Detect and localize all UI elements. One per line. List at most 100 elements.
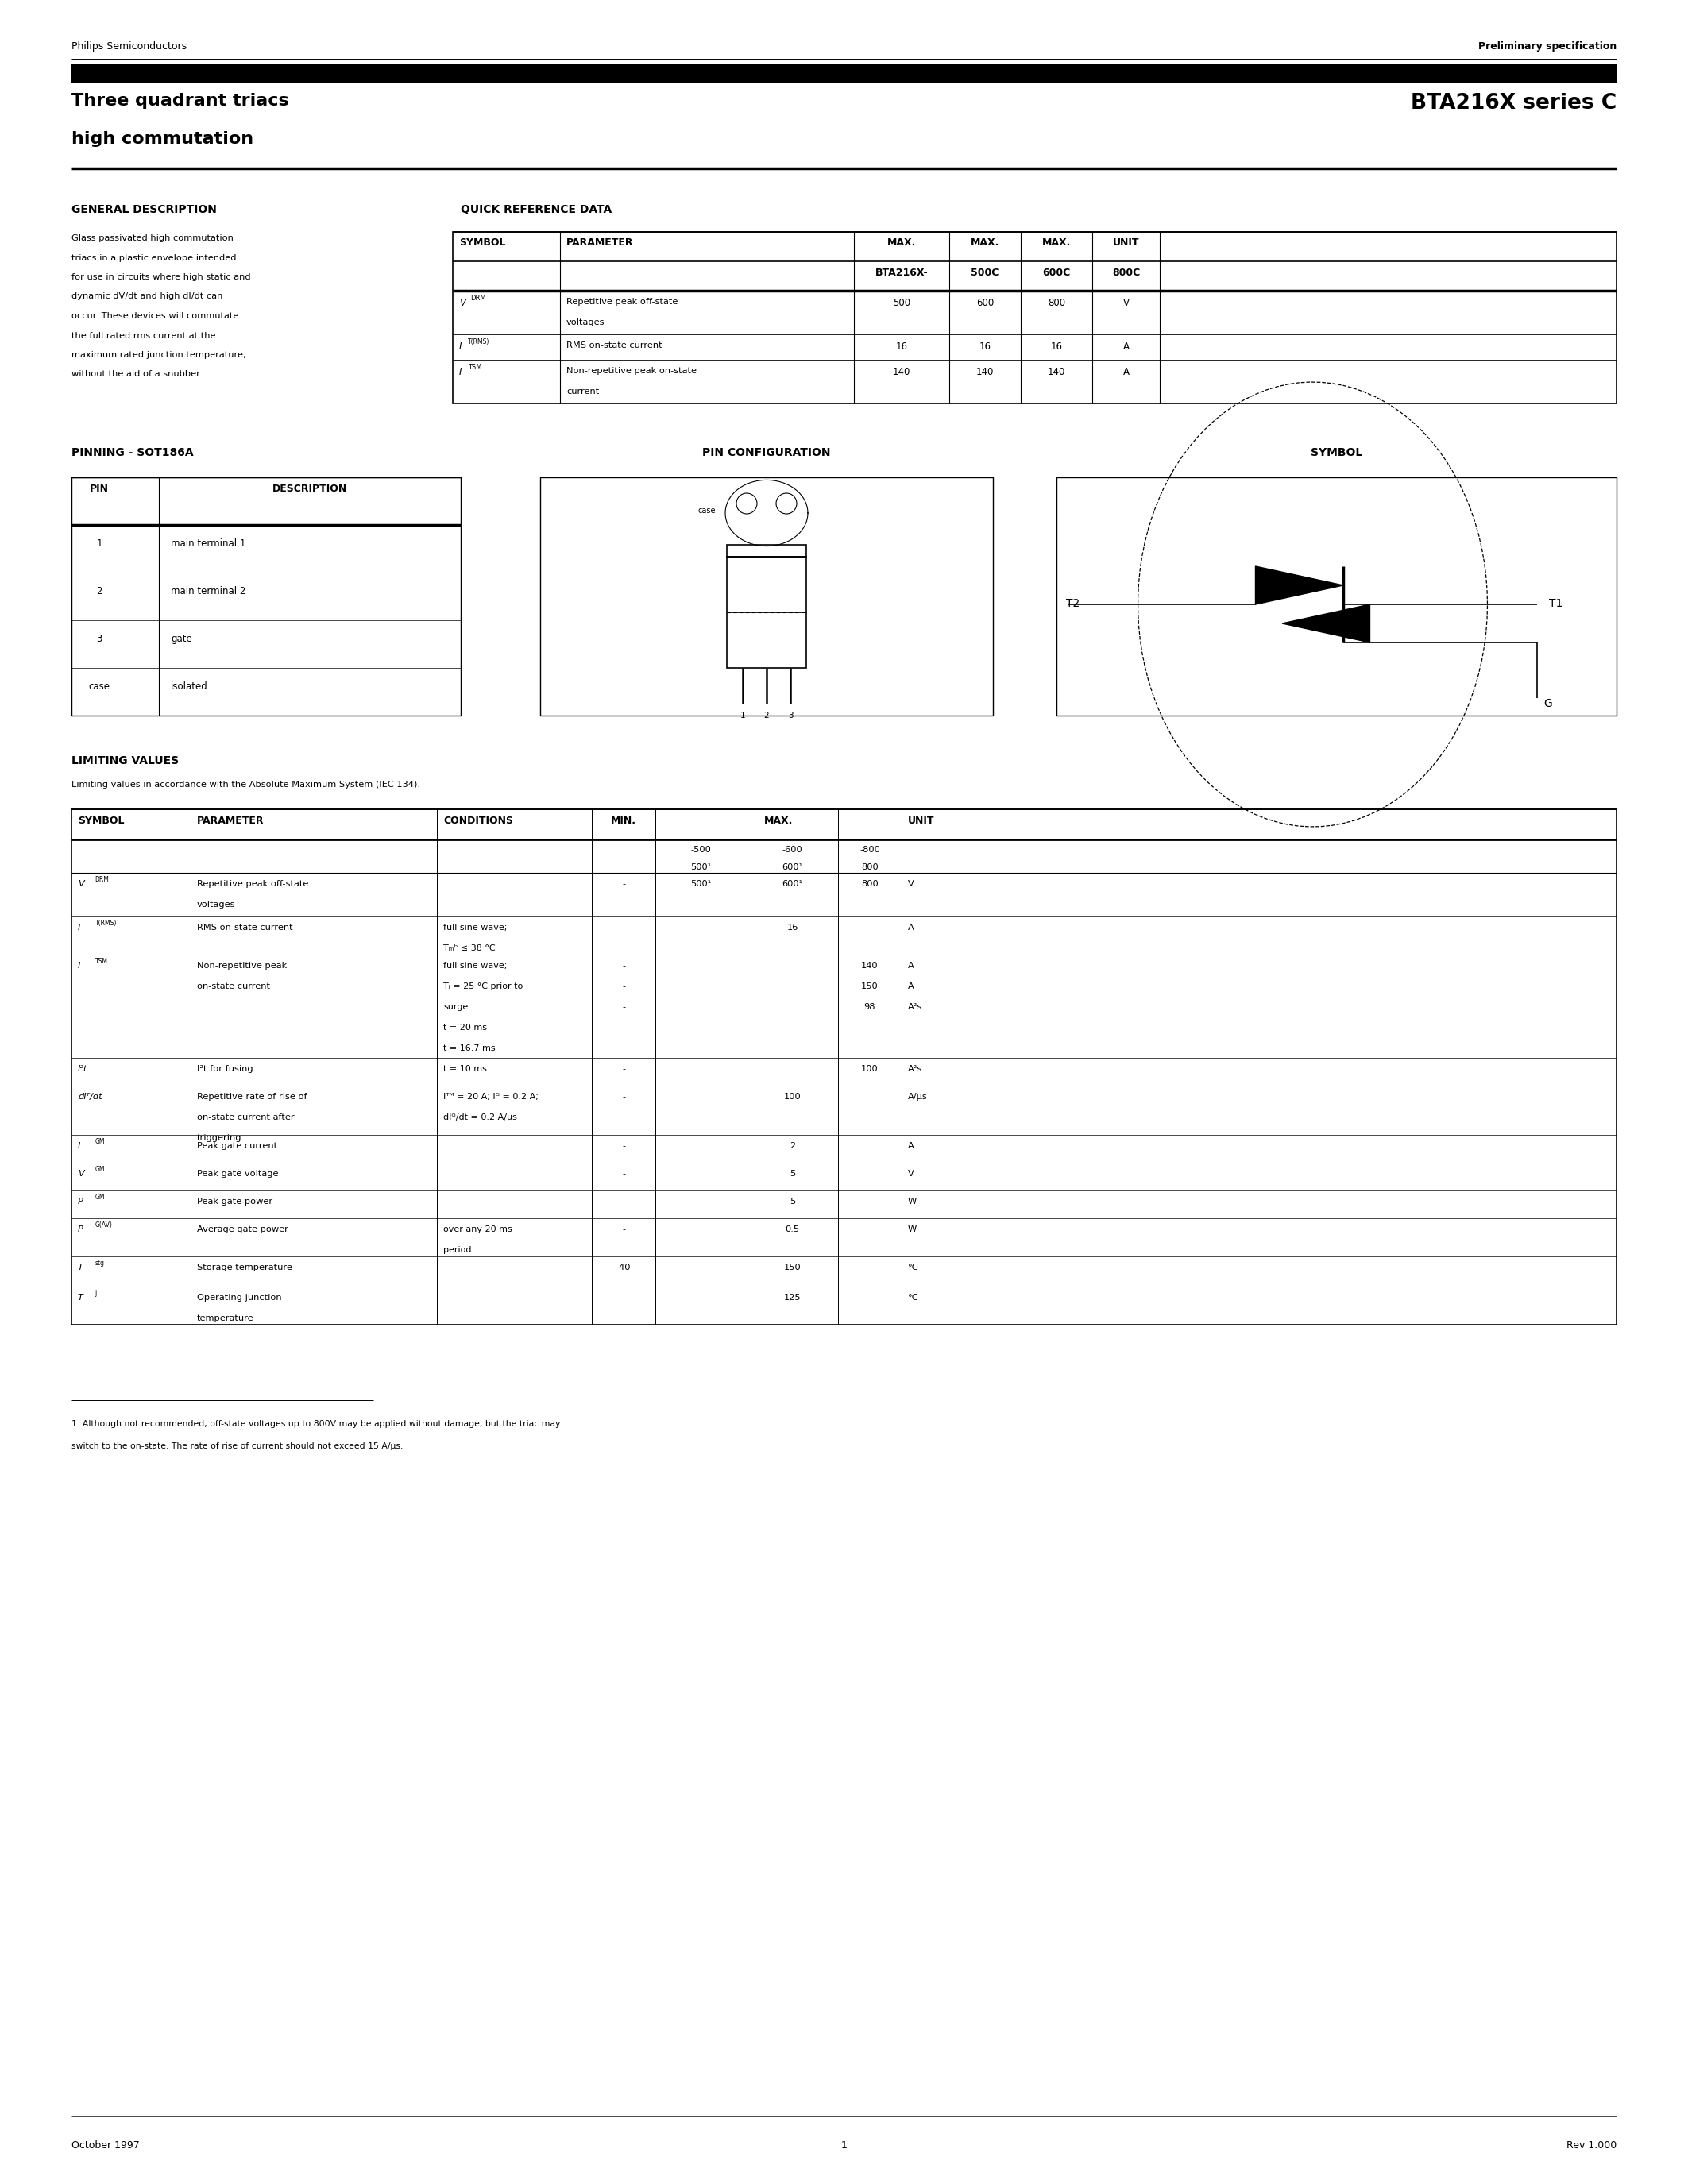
Text: 600C: 600C (1043, 269, 1070, 277)
Text: 5: 5 (790, 1171, 795, 1177)
Text: T: T (78, 1265, 83, 1271)
Text: -: - (621, 1225, 625, 1234)
Bar (71, 810, 1617, 1326)
Text: on-state current after: on-state current after (197, 1114, 294, 1120)
Text: 1: 1 (739, 712, 746, 719)
Text: 1: 1 (841, 2140, 847, 2151)
Text: 16: 16 (979, 341, 991, 352)
Text: A/μs: A/μs (908, 1092, 928, 1101)
Text: 3: 3 (788, 712, 793, 719)
Text: isolated: isolated (170, 681, 208, 692)
Text: t = 16.7 ms: t = 16.7 ms (444, 1044, 495, 1053)
Text: -: - (621, 1066, 625, 1072)
Text: T2: T2 (1067, 598, 1080, 609)
Text: Storage temperature: Storage temperature (197, 1265, 292, 1271)
Text: switch to the on-state. The rate of rise of current should not exceed 15 A/μs.: switch to the on-state. The rate of rise… (71, 1441, 403, 1450)
Text: 150: 150 (861, 983, 878, 989)
Text: T1: T1 (1550, 598, 1563, 609)
Text: T(RMS): T(RMS) (468, 339, 490, 345)
Text: W: W (908, 1225, 917, 1234)
Text: MAX.: MAX. (888, 238, 917, 247)
Bar (728, 544, 807, 557)
Text: for use in circuits where high static and: for use in circuits where high static an… (71, 273, 252, 282)
Text: A²s: A²s (908, 1002, 922, 1011)
Text: t = 20 ms: t = 20 ms (444, 1024, 486, 1031)
Bar (71, 478, 461, 716)
Text: A: A (1123, 367, 1129, 378)
Text: -40: -40 (616, 1265, 631, 1271)
Text: V: V (78, 880, 84, 889)
Text: T: T (78, 1293, 83, 1302)
Text: Iᵀᴹ = 20 A; Iᴳ = 0.2 A;: Iᵀᴹ = 20 A; Iᴳ = 0.2 A; (444, 1092, 538, 1101)
Text: -: - (621, 961, 625, 970)
Text: 150: 150 (783, 1265, 802, 1271)
Text: October 1997: October 1997 (71, 2140, 140, 2151)
Text: V: V (78, 1171, 84, 1177)
Text: Repetitive rate of rise of: Repetitive rate of rise of (197, 1092, 307, 1101)
Text: Average gate power: Average gate power (197, 1225, 289, 1234)
Text: -: - (621, 880, 625, 889)
Text: t = 10 ms: t = 10 ms (444, 1066, 486, 1072)
Text: Peak gate current: Peak gate current (197, 1142, 277, 1151)
Text: voltages: voltages (567, 319, 604, 325)
Text: 800: 800 (861, 880, 878, 889)
Text: TSM: TSM (95, 959, 108, 965)
Text: Philips Semiconductors: Philips Semiconductors (71, 41, 187, 52)
Text: I: I (78, 961, 81, 970)
Text: T(RMS): T(RMS) (95, 919, 116, 926)
Text: TSM: TSM (468, 365, 481, 371)
Text: temperature: temperature (197, 1315, 253, 1321)
Text: MAX.: MAX. (971, 238, 999, 247)
Text: Limiting values in accordance with the Absolute Maximum System (IEC 134).: Limiting values in accordance with the A… (71, 780, 420, 788)
Text: without the aid of a snubber.: without the aid of a snubber. (71, 371, 203, 378)
Text: 2: 2 (765, 712, 770, 719)
Text: 600¹: 600¹ (782, 880, 803, 889)
Polygon shape (1256, 566, 1344, 605)
Text: A: A (908, 1142, 915, 1151)
Text: surge: surge (444, 1002, 468, 1011)
Text: I²t: I²t (78, 1066, 88, 1072)
Text: Peak gate voltage: Peak gate voltage (197, 1171, 279, 1177)
Text: 2: 2 (96, 585, 103, 596)
Text: 600¹: 600¹ (782, 863, 803, 871)
Text: over any 20 ms: over any 20 ms (444, 1225, 511, 1234)
Text: 800C: 800C (1112, 269, 1139, 277)
Text: PIN: PIN (89, 483, 108, 494)
Text: case: case (697, 507, 716, 515)
Text: 3: 3 (96, 633, 103, 644)
Text: 100: 100 (861, 1066, 878, 1072)
Text: P: P (78, 1225, 83, 1234)
Text: case: case (88, 681, 110, 692)
Text: the full rated rms current at the: the full rated rms current at the (71, 332, 216, 339)
Text: A²s: A²s (908, 1066, 922, 1072)
Text: full sine wave;: full sine wave; (444, 924, 506, 933)
Text: Three quadrant triacs: Three quadrant triacs (71, 94, 289, 109)
Text: voltages: voltages (197, 900, 236, 909)
Text: -: - (621, 1293, 625, 1302)
Text: 0.5: 0.5 (785, 1225, 800, 1234)
Text: RMS on-state current: RMS on-state current (197, 924, 292, 933)
Text: 98: 98 (864, 1002, 876, 1011)
Text: -: - (621, 1092, 625, 1101)
Text: 16: 16 (1050, 341, 1062, 352)
Text: Preliminary specification: Preliminary specification (1479, 41, 1617, 52)
Text: 140: 140 (976, 367, 994, 378)
Text: UNIT: UNIT (908, 815, 935, 826)
Text: A: A (1123, 341, 1129, 352)
Text: Repetitive peak off-state: Repetitive peak off-state (197, 880, 309, 889)
Text: -600: -600 (782, 845, 802, 854)
Text: DRM: DRM (471, 295, 486, 301)
Text: -: - (621, 1142, 625, 1151)
Text: 500: 500 (893, 297, 910, 308)
Text: I: I (459, 367, 463, 378)
Text: 140: 140 (861, 961, 878, 970)
Text: A: A (908, 924, 915, 933)
Text: -: - (621, 983, 625, 989)
Text: I²t for fusing: I²t for fusing (197, 1066, 253, 1072)
Text: A: A (908, 983, 915, 989)
Text: °C: °C (908, 1293, 918, 1302)
Text: main terminal 1: main terminal 1 (170, 539, 246, 548)
Text: 500C: 500C (971, 269, 999, 277)
Text: DESCRIPTION: DESCRIPTION (272, 483, 348, 494)
Text: SYMBOL: SYMBOL (1310, 448, 1362, 459)
